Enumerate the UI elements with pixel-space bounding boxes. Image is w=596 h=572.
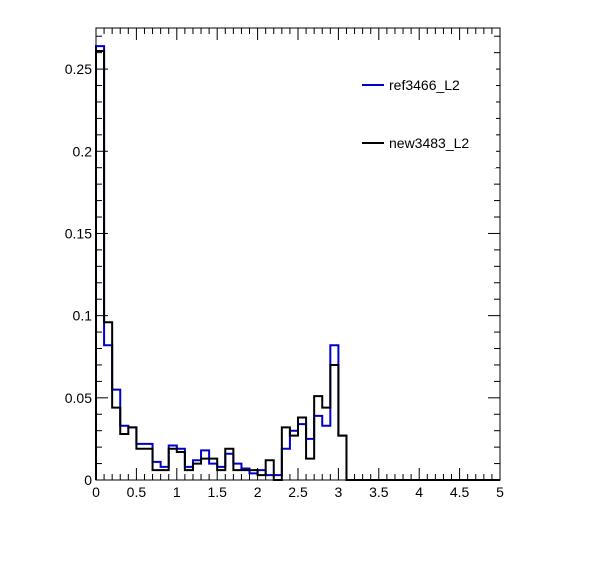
x-tick-label: 0 <box>92 484 100 500</box>
y-tick-label: 0.15 <box>65 225 92 241</box>
x-tick-label: 4 <box>415 484 423 500</box>
axis-ticks <box>95 28 501 481</box>
x-tick-label: 1 <box>173 484 181 500</box>
x-tick-label: 5 <box>496 484 504 500</box>
x-tick-label: 2 <box>254 484 262 500</box>
y-tick-label: 0.05 <box>65 390 92 406</box>
y-tick-label: 0.2 <box>73 143 93 159</box>
x-tick-label: 1.5 <box>207 484 227 500</box>
x-tick-label: 2.5 <box>288 484 308 500</box>
legend: ref3466_L2 new3483_L2 <box>356 66 496 168</box>
y-tick-label: 0.1 <box>73 308 93 324</box>
y-tick-label: 0.25 <box>65 61 92 77</box>
x-tick-label: 3.5 <box>369 484 389 500</box>
legend-label-ref3466: ref3466_L2 <box>389 77 460 93</box>
x-tick-label: 0.5 <box>127 484 147 500</box>
axis-tick-labels: 0 0.5 1 1.5 2 2.5 3 3.5 4 4.5 5 0 0.05 0.1 0.15 0.2 0.25 <box>65 61 504 500</box>
x-tick-label: 3 <box>335 484 343 500</box>
y-tick-label: 0 <box>84 472 92 488</box>
x-tick-label: 4.5 <box>450 484 470 500</box>
legend-box <box>356 66 496 168</box>
legend-label-new3483: new3483_L2 <box>389 135 469 151</box>
